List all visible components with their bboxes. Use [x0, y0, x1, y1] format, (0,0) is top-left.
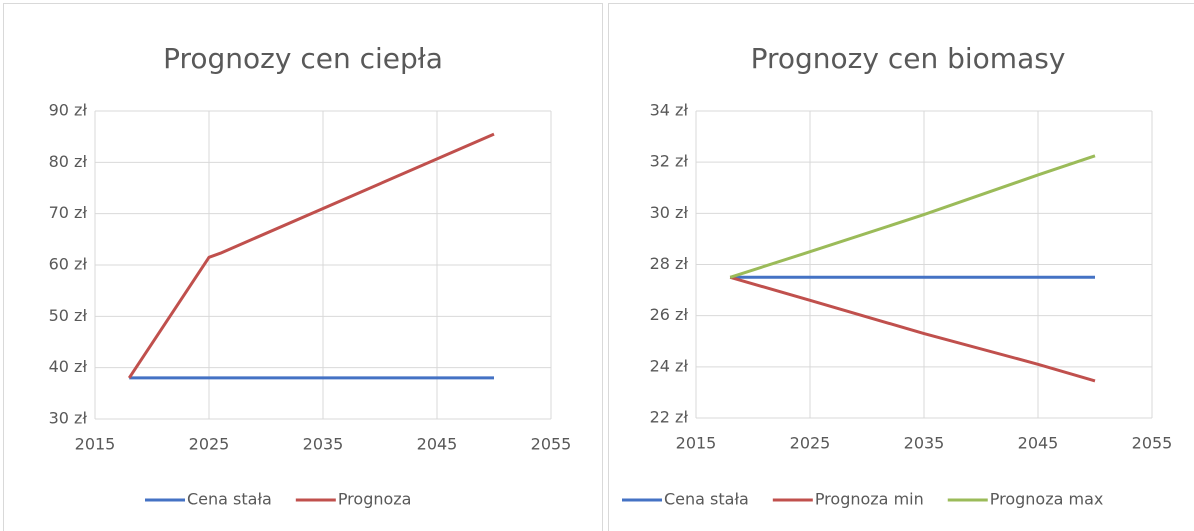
y-tick-label: 30 zł — [650, 203, 689, 222]
x-tick-label: 2015 — [676, 434, 717, 453]
panel-border — [3, 3, 603, 531]
y-tick-label: 50 zł — [49, 306, 88, 325]
y-tick-label: 40 zł — [49, 357, 88, 376]
panel-border — [608, 3, 1194, 531]
x-tick-label: 2035 — [904, 434, 945, 453]
legend-label: Cena stała — [664, 490, 749, 509]
y-tick-label: 26 zł — [650, 305, 689, 324]
legend-label: Prognoza max — [990, 490, 1104, 509]
x-tick-label: 2045 — [417, 435, 458, 454]
y-tick-label: 28 zł — [650, 254, 689, 273]
y-tick-label: 30 zł — [49, 409, 88, 428]
legend-label: Prognoza min — [815, 490, 924, 509]
x-tick-label: 2045 — [1018, 434, 1059, 453]
legend-label: Prognoza — [338, 490, 412, 509]
chart-title: Prognozy cen ciepła — [163, 42, 443, 75]
y-tick-label: 32 zł — [650, 152, 689, 171]
x-tick-label: 2055 — [531, 435, 572, 454]
y-tick-label: 24 zł — [650, 356, 689, 375]
x-tick-label: 2025 — [790, 434, 831, 453]
y-tick-label: 60 zł — [49, 255, 88, 274]
y-tick-label: 80 zł — [49, 152, 88, 171]
x-tick-label: 2035 — [303, 435, 344, 454]
legend-label: Cena stała — [187, 490, 272, 509]
series-line — [127, 132, 495, 379]
y-tick-label: 70 zł — [49, 203, 88, 222]
x-tick-label: 2015 — [75, 435, 116, 454]
x-tick-label: 2055 — [1132, 434, 1173, 453]
y-tick-label: 22 zł — [650, 408, 689, 427]
chart-title: Prognozy cen biomasy — [751, 42, 1066, 75]
series-line — [729, 275, 1096, 383]
x-tick-label: 2025 — [189, 435, 230, 454]
y-tick-label: 90 zł — [49, 101, 88, 120]
series-line — [729, 154, 1096, 279]
y-tick-label: 34 zł — [650, 101, 689, 120]
